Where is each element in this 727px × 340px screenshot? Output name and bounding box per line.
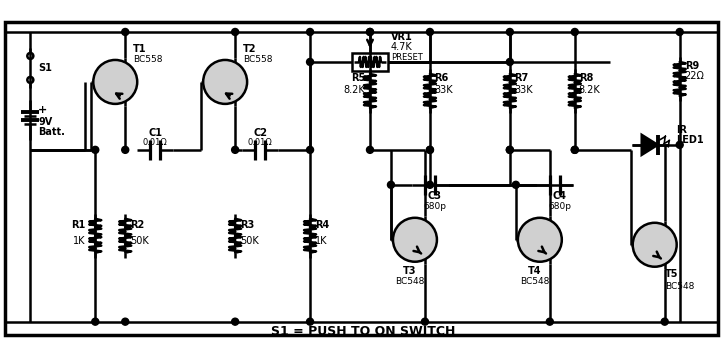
Text: R1: R1 xyxy=(71,220,85,230)
Text: 33K: 33K xyxy=(434,85,452,95)
Circle shape xyxy=(366,29,374,35)
Text: 680p: 680p xyxy=(548,202,571,211)
Circle shape xyxy=(121,146,129,153)
Circle shape xyxy=(676,141,683,148)
Circle shape xyxy=(232,318,238,325)
Circle shape xyxy=(422,318,428,325)
Text: 680p: 680p xyxy=(423,202,446,211)
Text: R9: R9 xyxy=(685,61,699,71)
Text: LED1: LED1 xyxy=(675,135,703,145)
Polygon shape xyxy=(642,135,658,155)
Text: C2: C2 xyxy=(253,128,267,138)
Circle shape xyxy=(307,146,313,153)
Circle shape xyxy=(387,181,395,188)
Text: T5: T5 xyxy=(664,269,678,279)
Text: 1K: 1K xyxy=(73,236,85,246)
Circle shape xyxy=(203,60,247,104)
Circle shape xyxy=(632,223,677,267)
Circle shape xyxy=(232,146,238,153)
Circle shape xyxy=(307,318,313,325)
Text: C3: C3 xyxy=(428,191,442,201)
Text: C4: C4 xyxy=(553,191,567,201)
Circle shape xyxy=(121,318,129,325)
Circle shape xyxy=(232,29,238,35)
Text: T4: T4 xyxy=(528,266,542,276)
Text: 8.2K: 8.2K xyxy=(343,85,365,95)
Text: T2: T2 xyxy=(243,44,257,54)
Circle shape xyxy=(571,29,578,35)
Circle shape xyxy=(393,218,437,262)
Circle shape xyxy=(507,146,513,153)
Circle shape xyxy=(507,29,513,35)
Circle shape xyxy=(93,60,137,104)
Text: BC558: BC558 xyxy=(243,55,273,64)
Circle shape xyxy=(513,181,519,188)
Circle shape xyxy=(676,29,683,35)
Circle shape xyxy=(427,181,433,188)
Text: R3: R3 xyxy=(240,220,254,230)
Text: 22Ω: 22Ω xyxy=(685,71,704,81)
Text: IR: IR xyxy=(675,125,687,135)
Circle shape xyxy=(507,146,513,153)
Text: BC548: BC548 xyxy=(520,277,550,286)
Circle shape xyxy=(546,318,553,325)
Text: R7: R7 xyxy=(514,73,528,83)
Circle shape xyxy=(366,146,374,153)
Text: BC558: BC558 xyxy=(133,55,163,64)
Circle shape xyxy=(427,146,433,153)
Text: BC548: BC548 xyxy=(664,282,694,291)
Text: R4: R4 xyxy=(315,220,329,230)
Bar xyxy=(352,53,388,71)
Text: 1K: 1K xyxy=(315,236,328,246)
Text: 0.01Ω: 0.01Ω xyxy=(142,138,168,147)
Text: +: + xyxy=(39,105,47,115)
Text: 50K: 50K xyxy=(130,236,149,246)
Text: T1: T1 xyxy=(133,44,147,54)
Circle shape xyxy=(507,58,513,65)
Circle shape xyxy=(121,29,129,35)
Text: S1 = PUSH TO ON SWITCH: S1 = PUSH TO ON SWITCH xyxy=(271,325,455,338)
Text: R8: R8 xyxy=(579,73,593,83)
Circle shape xyxy=(307,29,313,35)
Text: 8.2K: 8.2K xyxy=(579,85,601,95)
Text: C1: C1 xyxy=(148,128,162,138)
Text: S1: S1 xyxy=(39,63,52,73)
Text: 0.01Ω: 0.01Ω xyxy=(248,138,273,147)
Circle shape xyxy=(661,318,668,325)
Text: R6: R6 xyxy=(434,73,448,83)
Circle shape xyxy=(571,146,578,153)
Circle shape xyxy=(427,146,433,153)
Text: R2: R2 xyxy=(130,220,145,230)
Text: 4.7K: 4.7K xyxy=(391,42,413,52)
Text: 9V: 9V xyxy=(39,117,52,127)
Text: 50K: 50K xyxy=(240,236,259,246)
Circle shape xyxy=(571,146,578,153)
Text: BC548: BC548 xyxy=(395,277,425,286)
Text: PRESET: PRESET xyxy=(391,53,422,62)
Circle shape xyxy=(427,29,433,35)
Text: 33K: 33K xyxy=(514,85,532,95)
Circle shape xyxy=(366,29,374,35)
Text: VR1: VR1 xyxy=(391,32,413,42)
Text: Batt.: Batt. xyxy=(39,127,65,137)
Text: T3: T3 xyxy=(403,266,417,276)
Circle shape xyxy=(92,146,99,153)
Text: R5: R5 xyxy=(350,73,365,83)
Circle shape xyxy=(307,58,313,65)
Circle shape xyxy=(518,218,562,262)
Circle shape xyxy=(92,318,99,325)
